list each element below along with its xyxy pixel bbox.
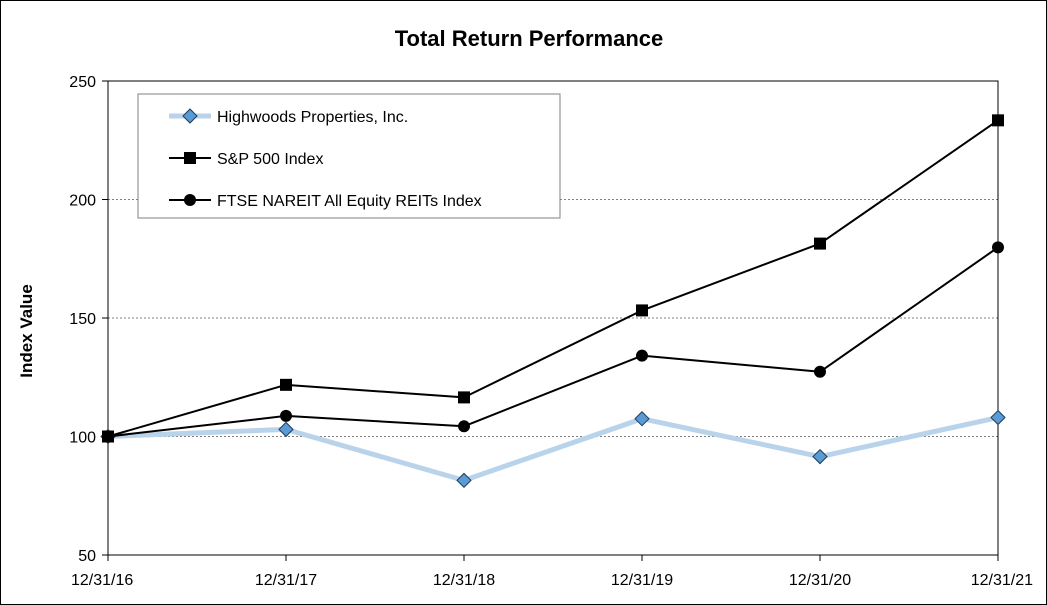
x-tick-label: 12/31/17 xyxy=(255,572,317,589)
y-axis-label: Index Value xyxy=(17,284,36,378)
legend-marker xyxy=(184,194,196,206)
data-point xyxy=(102,430,114,443)
x-tick-label: 12/31/18 xyxy=(433,572,495,589)
legend-marker xyxy=(184,152,196,164)
gridlines xyxy=(108,199,998,437)
data-point xyxy=(814,237,826,250)
data-point xyxy=(636,304,648,317)
legend-marker xyxy=(182,108,198,124)
x-tick-labels: 12/31/16 12/31/17 12/31/18 12/31/19 12/31/20… xyxy=(71,572,1033,589)
legend-label: Highwoods Properties, Inc. xyxy=(217,109,408,126)
chart-title: Total Return Performance xyxy=(395,26,664,51)
data-point xyxy=(278,421,294,438)
series-line xyxy=(107,415,999,483)
series-line xyxy=(107,246,999,438)
data-point xyxy=(280,378,292,391)
data-point xyxy=(634,411,650,427)
legend-item: FTSE NAREIT All Equity REITs Index xyxy=(169,193,482,210)
y-tick-label: 200 xyxy=(69,193,96,210)
series-2 xyxy=(102,241,1004,443)
data-point xyxy=(814,365,826,378)
legend-item: S&P 500 Index xyxy=(169,151,323,168)
series-line xyxy=(107,119,999,438)
data-point xyxy=(812,448,828,465)
legend: Highwoods Properties, Inc. S&P 500 Index F… xyxy=(137,93,561,219)
x-tick-label: 12/31/19 xyxy=(611,572,673,589)
axes xyxy=(102,80,999,561)
data-point xyxy=(458,420,470,433)
data-point xyxy=(456,472,472,489)
data-point xyxy=(992,114,1004,127)
x-tick-label: 12/31/20 xyxy=(789,572,851,589)
y-tick-label: 50 xyxy=(78,548,96,565)
data-point xyxy=(992,241,1004,254)
data-point xyxy=(990,409,1006,426)
legend-label: FTSE NAREIT All Equity REITs Index xyxy=(217,193,482,210)
series xyxy=(100,114,1006,489)
y-tick-labels: 50 100 150 200 250 xyxy=(69,74,96,565)
x-tick-label: 12/31/21 xyxy=(971,572,1033,589)
data-point xyxy=(636,349,648,362)
legend-item: Highwoods Properties, Inc. xyxy=(169,108,408,126)
data-point xyxy=(280,409,292,422)
y-tick-label: 100 xyxy=(69,430,96,447)
data-point xyxy=(458,391,470,404)
y-tick-label: 150 xyxy=(69,311,96,328)
y-tick-label: 250 xyxy=(69,74,96,91)
x-tick-label: 12/31/16 xyxy=(71,572,133,589)
legend-label: S&P 500 Index xyxy=(217,151,323,168)
